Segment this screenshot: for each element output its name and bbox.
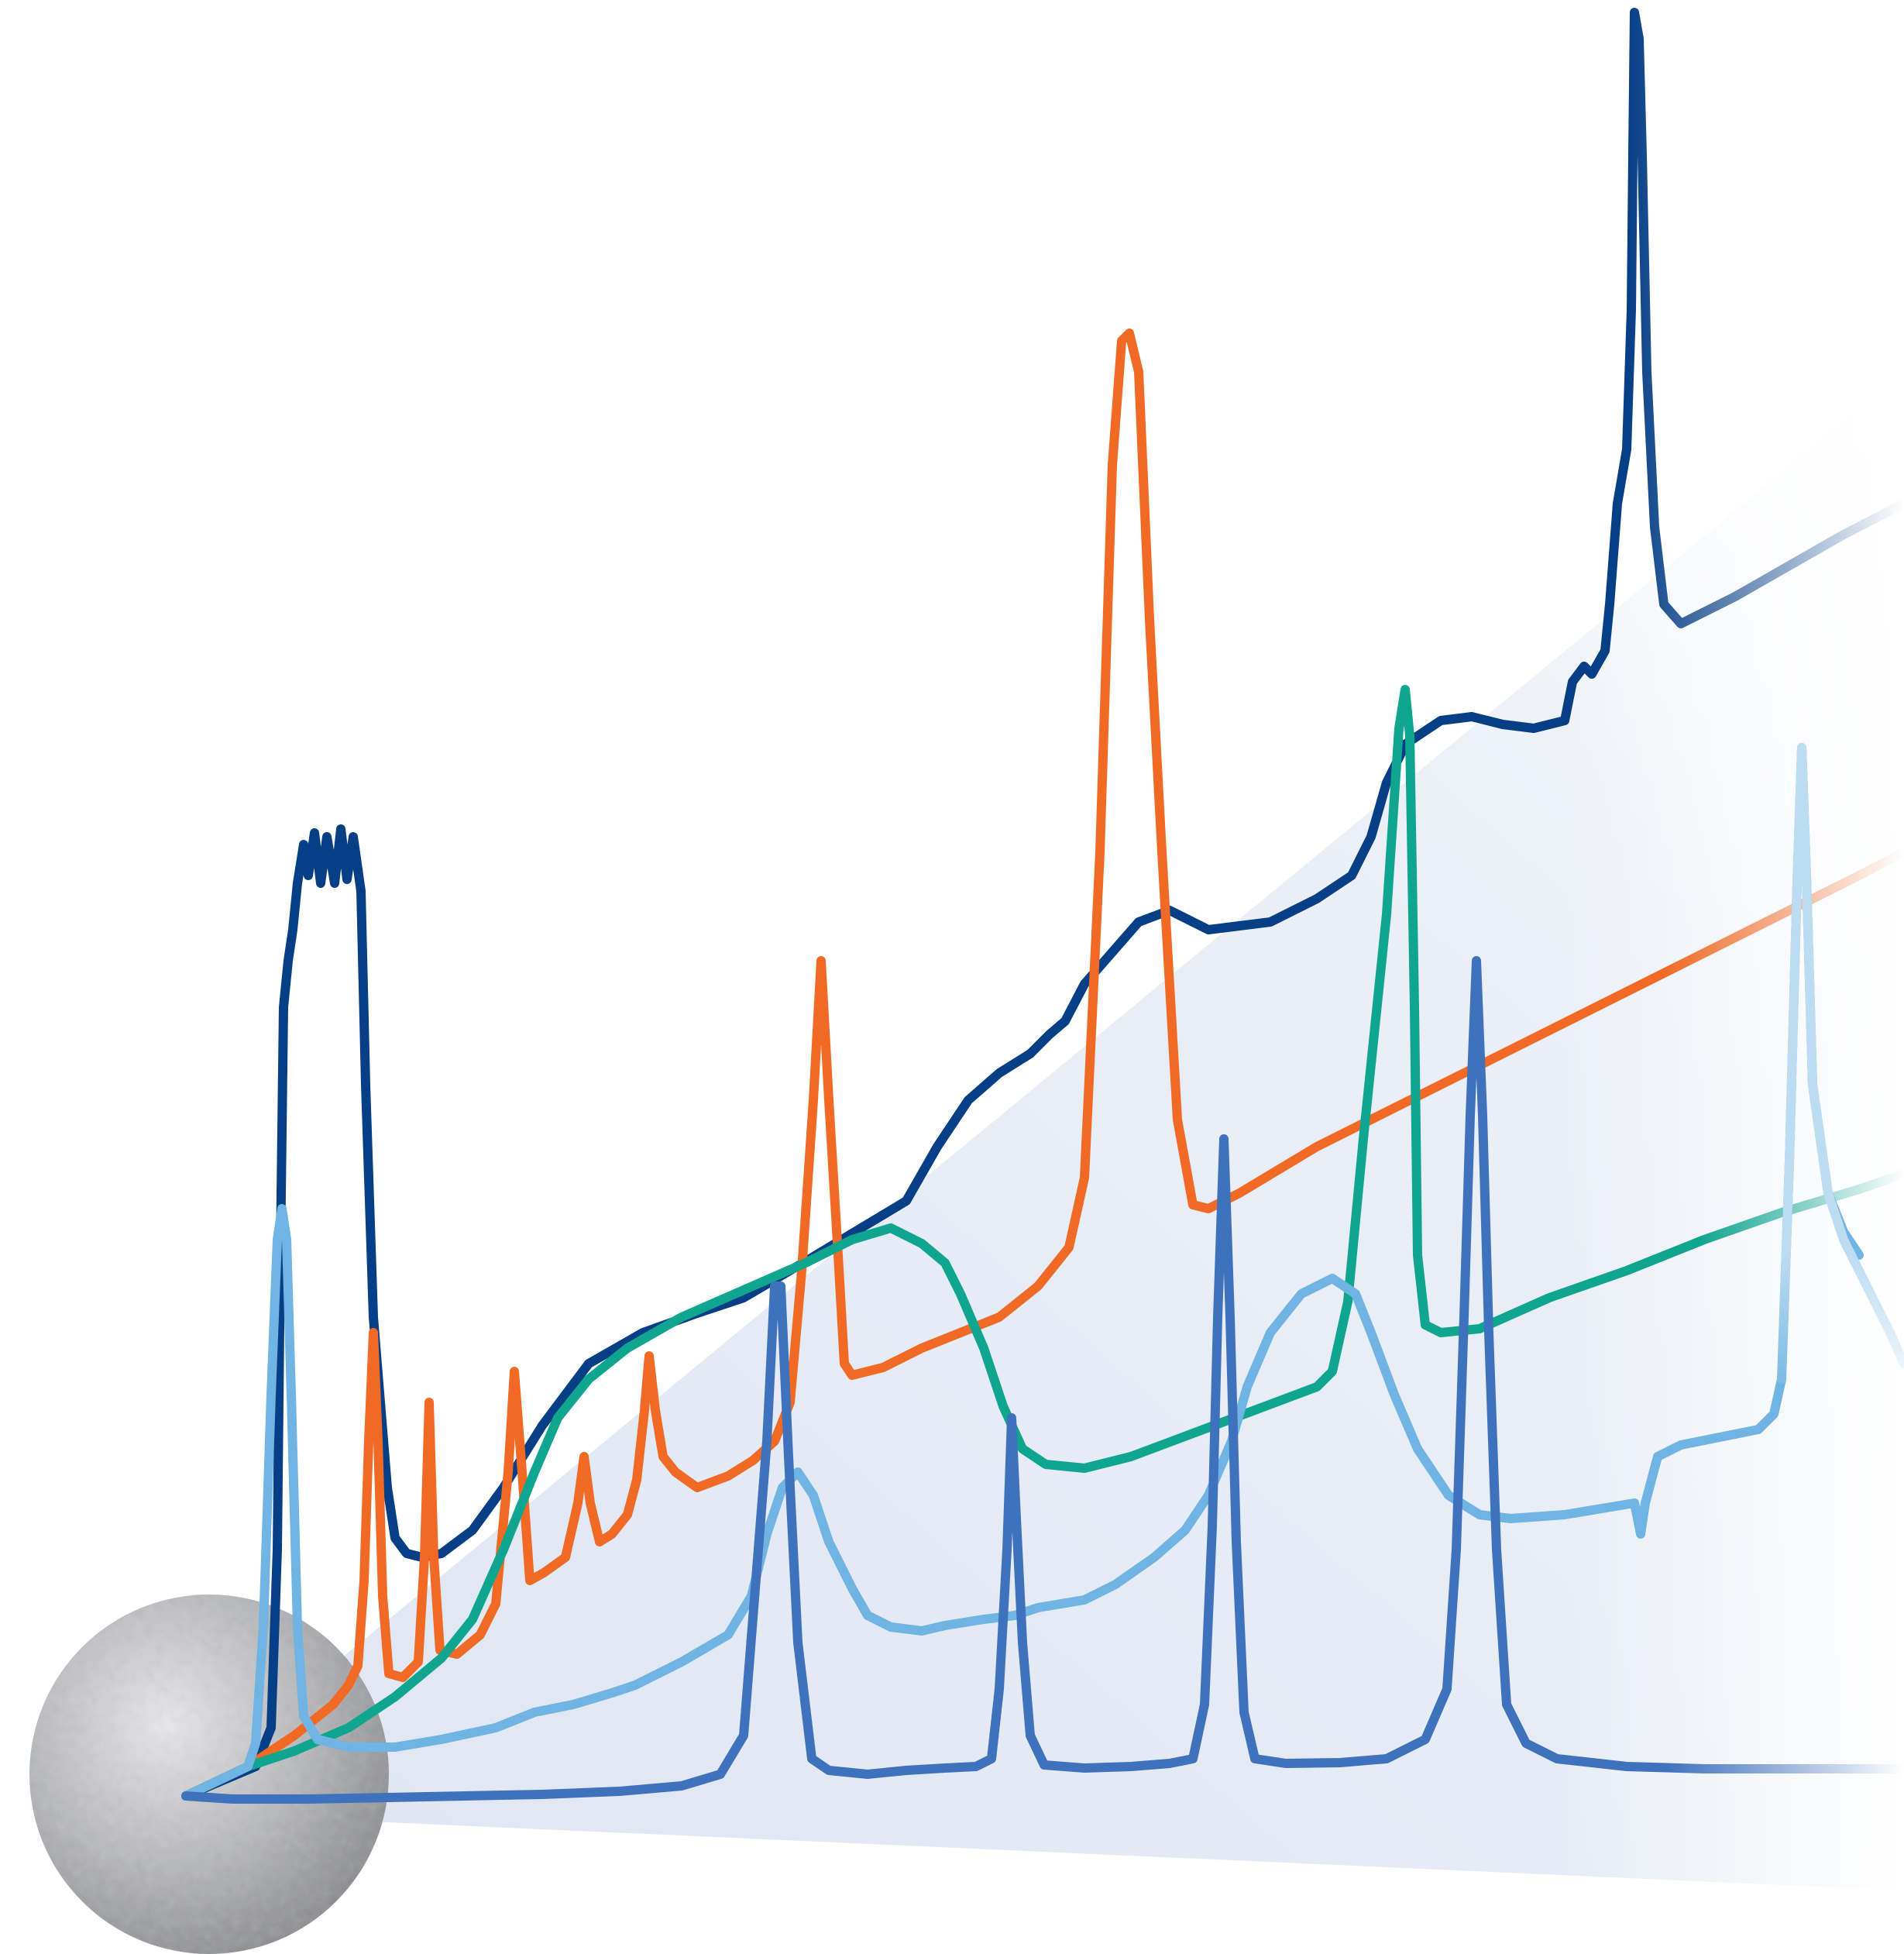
particle-sphere <box>29 1595 389 1954</box>
